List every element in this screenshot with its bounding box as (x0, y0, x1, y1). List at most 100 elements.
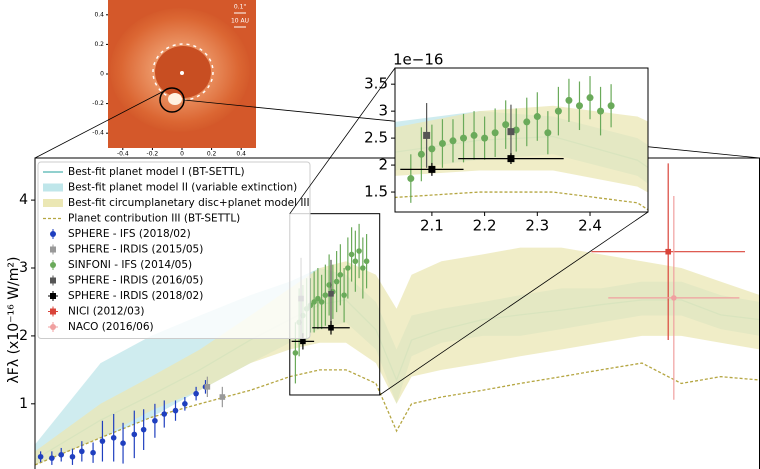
data-point (507, 128, 515, 136)
y-tick-label: 0.2 (94, 41, 104, 48)
data-point (345, 265, 351, 271)
data-point (597, 107, 605, 115)
data-point (37, 453, 44, 460)
y-tick-label: 2.5 (364, 129, 388, 147)
legend-label: Best-fit planet model II (variable extin… (68, 182, 297, 194)
data-point (90, 449, 96, 456)
x-tick-label: 2.3 (525, 217, 549, 235)
data-point (131, 431, 138, 438)
x-tick-label: 2.2 (473, 217, 497, 235)
legend-swatch (43, 199, 63, 207)
data-point (79, 448, 85, 455)
data-point (348, 251, 355, 258)
y-tick-label: 3.5 (364, 75, 388, 93)
y-tick-label: 1 (19, 396, 28, 412)
data-point (337, 271, 344, 278)
image-axis: -0.4 -0.2 0 0.2 0.4 -0.4 -0.2 0 0.2 0.4 (92, 11, 246, 157)
data-point (360, 265, 366, 271)
data-point (565, 96, 573, 104)
legend-swatch (43, 183, 63, 192)
legend-label: NICI (2012/03) (68, 306, 145, 318)
data-point (140, 426, 147, 433)
data-point (417, 150, 425, 158)
data-point (219, 394, 226, 400)
legend-swatch (50, 308, 56, 315)
scale-label: 10 AU (231, 18, 249, 25)
y-tick-label: -0.2 (92, 100, 104, 107)
x-tick-label: 2.4 (578, 217, 602, 235)
model-band (395, 105, 648, 193)
data-point (300, 338, 306, 345)
data-point (491, 129, 499, 137)
y-tick-label: 4 (19, 192, 28, 208)
y-tick-label: 2 (378, 156, 388, 174)
legend-swatch (50, 246, 56, 253)
inset-plot (395, 76, 648, 211)
data-point (481, 134, 489, 142)
data-point (512, 126, 520, 134)
offset-label: 1e−16 (393, 51, 443, 69)
x-tick-label: 0.2 (207, 151, 217, 158)
data-point (322, 292, 329, 298)
data-point (554, 107, 562, 115)
legend-label: Planet contribution III (BT-SETTL) (68, 213, 240, 225)
data-point (507, 155, 515, 163)
y-tick-label: -0.4 (92, 130, 104, 137)
data-point (544, 129, 552, 137)
zoom-connector (34, 90, 165, 159)
legend-label: SPHERE - IFS (2018/02) (68, 228, 191, 240)
data-point (575, 102, 583, 110)
data-point (99, 438, 106, 444)
data-point (523, 118, 531, 126)
data-point (665, 248, 672, 255)
data-point (58, 451, 65, 458)
data-point (428, 165, 436, 173)
data-point (533, 113, 541, 121)
model-band (35, 247, 760, 465)
data-point (586, 94, 594, 102)
zoom-connector (379, 211, 649, 396)
data-point (333, 278, 340, 285)
legend-label: Best-fit circumplanetary disc+planet mod… (68, 197, 310, 209)
data-point (363, 258, 370, 265)
y-tick-label: 3 (378, 102, 388, 120)
data-point (328, 324, 334, 331)
planet (168, 93, 182, 105)
legend-frame (37, 161, 311, 339)
y-tick-label: 3 (19, 260, 28, 276)
data-point (292, 350, 299, 356)
y-tick-label: 2 (19, 328, 28, 344)
data-point (352, 258, 359, 265)
data-point (193, 390, 199, 397)
legend-swatch (50, 324, 56, 330)
star (180, 71, 184, 75)
data-point (449, 137, 457, 145)
legend-label: SPHERE - IRDIS (2018/02) (68, 290, 203, 302)
data-point (69, 453, 76, 460)
legend-swatch (50, 277, 56, 284)
x-tick-label: -0.4 (117, 151, 129, 158)
legend-label: NACO (2016/06) (68, 321, 154, 333)
data-point (120, 440, 126, 446)
data-point (152, 417, 158, 424)
data-point (315, 295, 321, 302)
disk-rim (152, 43, 214, 101)
data-point (161, 411, 168, 417)
data-point (49, 455, 55, 461)
data-point (423, 131, 431, 139)
y-tick-label: 0 (100, 71, 104, 78)
inset-frame (394, 67, 649, 213)
x-tick-label: 0 (180, 151, 184, 158)
legend-swatch (50, 293, 56, 299)
legend-swatch (50, 231, 56, 237)
data-point (407, 175, 415, 183)
data-point (204, 384, 211, 390)
data-point (356, 248, 362, 254)
legend: Best-fit planet model I (BT-SETTL) Best-f… (37, 161, 311, 339)
data-point (328, 291, 334, 297)
data-point (460, 134, 468, 142)
inset-axis: 1e−16 1.5 2 2.5 3 3.5 2.1 2.2 2.3 2.4 (364, 51, 602, 235)
y-tick-label: 1.5 (364, 183, 388, 201)
x-tick-label: 0.4 (236, 151, 246, 158)
legend-label: SPHERE - IRDIS (2015/05) (68, 244, 203, 256)
